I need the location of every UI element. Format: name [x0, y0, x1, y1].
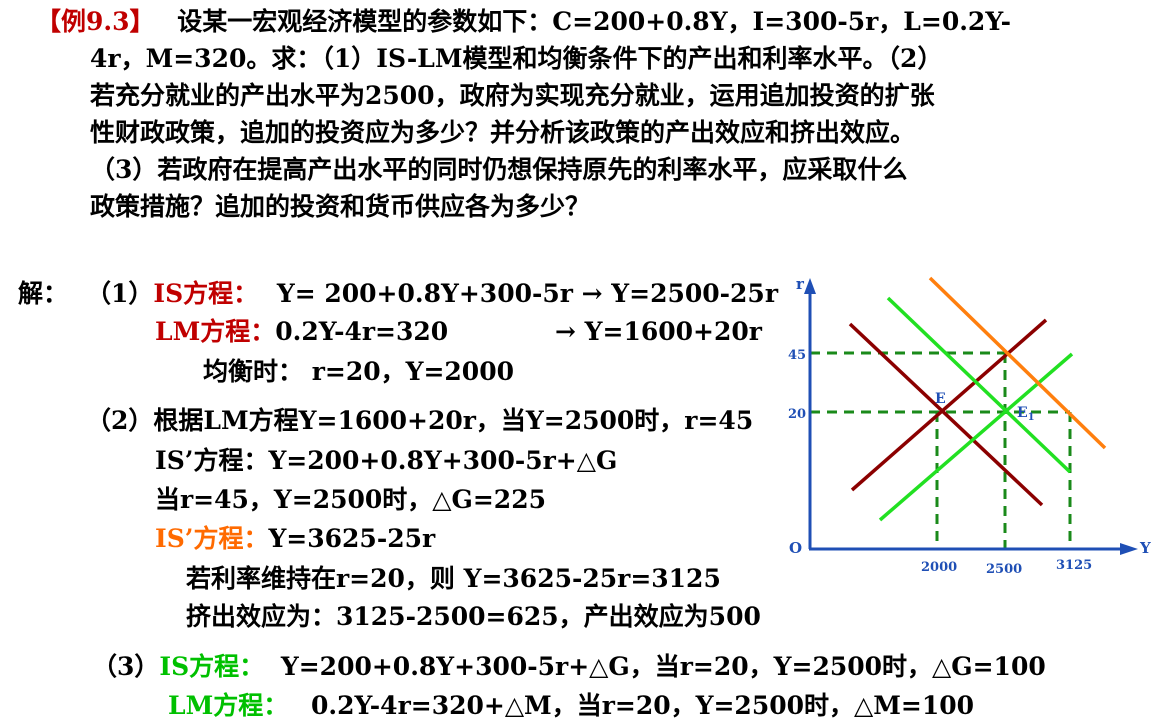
is-curve — [848, 322, 1044, 507]
r-axis-label: r — [796, 275, 805, 293]
solution-label: 解： — [18, 279, 69, 308]
part2-line-4: IS’方程：Y=3625-25r — [155, 523, 435, 555]
point-e1-label: E1 — [1017, 405, 1035, 423]
problem-line-3: 若充分就业的产出水平为2500，政府为实现充分就业，运用追加投资的扩张 — [90, 81, 935, 110]
lm-new-curve — [878, 352, 1074, 522]
part2-line-3: 当r=45，Y=2500时，△G=225 — [155, 485, 546, 514]
r-axis-arrow-icon — [804, 278, 816, 294]
origin-label: O — [789, 539, 802, 557]
part3-is-equation: Y=200+0.8Y+300-5r+△G，当r=20，Y=2500时，△G=10… — [280, 652, 1046, 681]
part2-line-6: 挤出效应为：3125-2500=625，产出效应为500 — [186, 602, 761, 631]
part1-is-label: IS方程： — [153, 279, 259, 308]
r-tick-20: 20 — [788, 407, 806, 422]
y-tick-3125: 3125 — [1056, 558, 1092, 573]
part2-is2-equation: Y=3625-25r — [268, 524, 436, 553]
part2-line-1: （2）根据LM方程Y=1600+20r，当Y=2500时，r=45 — [86, 406, 754, 435]
lm-curve — [850, 318, 1048, 492]
y-axis-label: Y — [1139, 539, 1151, 557]
part1-is-line: （1）IS方程： Y= 200+0.8Y+300-5r → Y=2500-25r — [86, 278, 778, 310]
part1-lm-label: LM方程： — [155, 317, 276, 346]
is-new-curve — [886, 296, 1072, 474]
part3-lm-equation: 0.2Y-4r=320+△M，当r=20，Y=2500时，△M=100 — [310, 691, 975, 720]
is-shifted-curve — [928, 276, 1107, 450]
part1-lm-result: → Y=1600+20r — [555, 317, 762, 346]
part3-is-label: IS方程： — [159, 652, 265, 681]
part3-is-line: （3）IS方程： Y=200+0.8Y+300-5r+△G，当r=20，Y=25… — [92, 651, 1046, 683]
part3-lm-line: LM方程： 0.2Y-4r=320+△M，当r=20，Y=2500时，△M=10… — [168, 690, 974, 722]
y-tick-2500: 2500 — [986, 562, 1022, 577]
problem-line-5: （3）若政府在提高产出水平的同时仍想保持原先的利率水平，应采取什么 — [90, 155, 908, 184]
part1-equilibrium: 均衡时： r=20，Y=2000 — [203, 357, 514, 386]
point-e1-letter: E — [1017, 405, 1028, 421]
point-e1-subscript: 1 — [1028, 412, 1035, 423]
problem-line-1: 【例9.3】 设某一宏观经济模型的参数如下：C=200+0.8Y，I=300-5… — [36, 6, 1011, 38]
example-tag: 【例9.3】 — [36, 7, 155, 36]
part1-lm-line: LM方程：0.2Y-4r=320 — [155, 316, 448, 348]
point-e-label: E — [935, 391, 946, 407]
part2-is2-label: IS’方程： — [155, 524, 269, 553]
problem-line-6: 政策措施？追加的投资和货币供应各为多少？ — [90, 192, 591, 221]
problem-line-2: 4r，M=320。求：（1）IS-LM模型和均衡条件下的产出和利率水平。（2） — [90, 44, 943, 73]
islm-graph: r Y O 45 20 2000 2500 3125 E E1 — [788, 275, 1151, 577]
y-axis-arrow-icon — [1120, 543, 1138, 555]
part3-lm-label: LM方程： — [168, 691, 289, 720]
part3-number: （3） — [92, 652, 160, 681]
y-tick-2000: 2000 — [921, 560, 957, 575]
r-tick-45: 45 — [788, 348, 806, 363]
problem-line-4: 性财政政策，追加的投资应为多少？并分析该政策的产出效应和挤出效应。 — [90, 118, 916, 147]
part1-lm-equation: 0.2Y-4r=320 — [275, 317, 449, 346]
problem-text-1: 设某一宏观经济模型的参数如下：C=200+0.8Y，I=300-5r，L=0.2… — [177, 7, 1012, 36]
part1-is-equation: Y= 200+0.8Y+300-5r → Y=2500-25r — [276, 279, 778, 308]
part2-line-2: IS’方程：Y=200+0.8Y+300-5r+△G — [155, 446, 618, 475]
part2-line-5: 若利率维持在r=20，则 Y=3625-25r=3125 — [186, 564, 721, 593]
part1-number: （1） — [86, 279, 154, 308]
